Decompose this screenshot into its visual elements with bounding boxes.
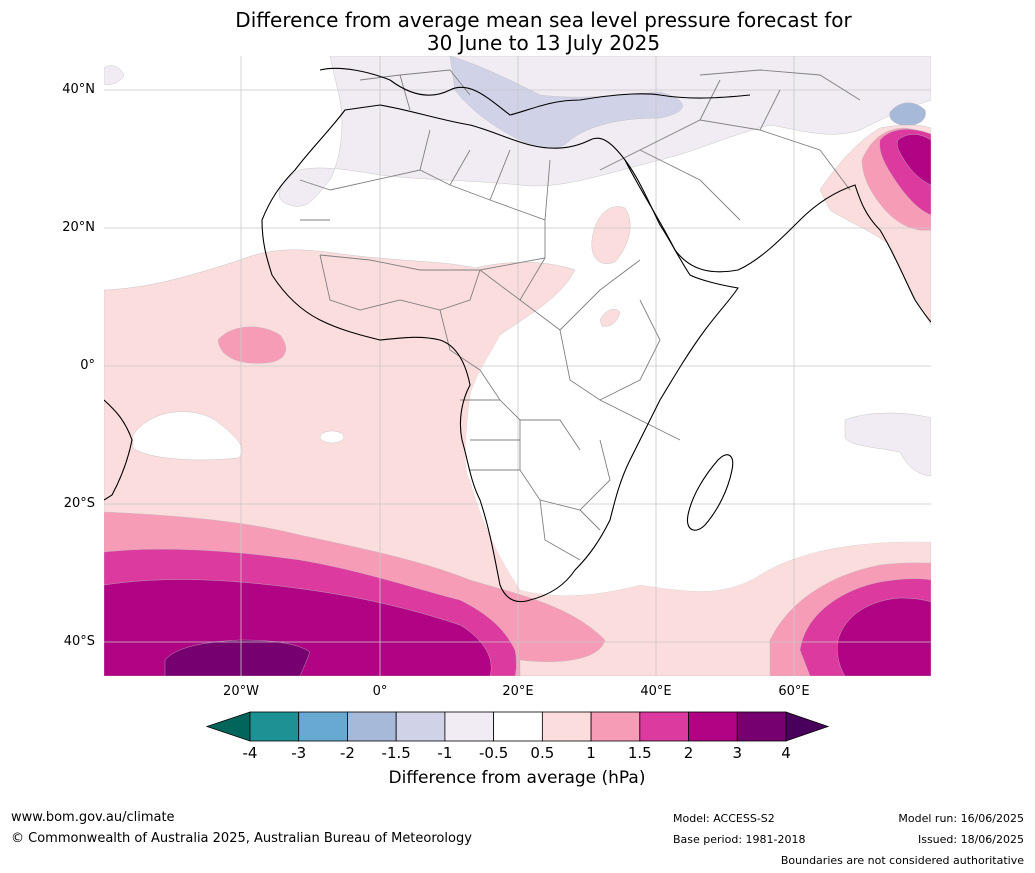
footer-issued: Issued: 18/06/2025 — [917, 833, 1024, 846]
lat-label-20n: 20°N — [62, 220, 95, 235]
anomaly-region-pink-gulf-of-guinea — [217, 326, 287, 364]
anomaly-region-dark-magenta-southeast — [837, 597, 931, 676]
colorbar-swatch — [249, 711, 300, 742]
lat-label-40n: 40°N — [62, 82, 95, 97]
coast-madagascar — [686, 454, 734, 531]
colorbar-swatch — [688, 711, 738, 742]
anomaly-region-pale-pink-arabia — [591, 206, 631, 264]
chart-title: Difference from average mean sea level p… — [0, 9, 1035, 55]
colorbar-tick-label: -3 — [291, 744, 307, 762]
footer-model-run: Model run: 16/06/2025 — [898, 812, 1024, 825]
colorbar-swatch — [395, 711, 446, 742]
anomaly-region-periwinkle-greece — [449, 56, 683, 149]
lat-label-0: 0° — [80, 358, 95, 373]
lon-label-40e: 40°E — [640, 684, 672, 699]
coast-arabia — [624, 159, 931, 323]
colorbar — [205, 711, 830, 742]
footer-copyright: © Commonwealth of Australia 2025, Austra… — [11, 831, 472, 846]
title-line-1: Difference from average mean sea level p… — [235, 8, 852, 32]
colorbar-swatch — [298, 711, 348, 742]
colorbar-tick-label: 1 — [586, 744, 596, 762]
neutral-region-small — [319, 430, 345, 444]
anomaly-region-blue-himalaya — [889, 102, 926, 127]
colorbar-swatch — [590, 711, 641, 742]
colorbar-tick-label: 3 — [732, 744, 743, 762]
lat-label-40s: 40°S — [63, 634, 95, 649]
colorbar-tick-label: -1 — [437, 744, 453, 762]
anomaly-region-purple-south — [164, 639, 311, 676]
footer-url[interactable]: www.bom.gov.au/climate — [11, 810, 175, 825]
coast-europe — [319, 67, 751, 116]
colorbar-swatch — [736, 711, 787, 742]
title-line-2: 30 June to 13 July 2025 — [426, 31, 661, 55]
colorbar-tick-label: 2 — [683, 744, 694, 762]
lon-label-0: 0° — [372, 684, 388, 699]
coastlines — [104, 67, 931, 603]
colorbar-title: Difference from average (hPa) — [388, 768, 646, 788]
footer-disclaimer: Boundaries are not considered authoritat… — [780, 854, 1024, 867]
colorbar-swatch — [493, 711, 543, 742]
graticule — [104, 56, 931, 676]
lon-label-20w: 20°W — [223, 684, 259, 699]
anomaly-region-dark-magenta-india — [897, 134, 931, 186]
colorbar-under-arrow — [205, 711, 251, 742]
colorbar-swatch — [347, 711, 397, 742]
colorbar-tick-label: -1.5 — [381, 744, 411, 762]
anomaly-region-pale-pink-east-africa — [599, 309, 621, 327]
colorbar-tick-label: -4 — [242, 744, 258, 762]
colorbar-over-arrow — [785, 711, 830, 742]
colorbar-tick-label: 1.5 — [627, 744, 652, 762]
neutral-region-indian-ocean — [465, 330, 931, 596]
country-borders — [299, 69, 861, 561]
colorbar-tick-label: -2 — [339, 744, 355, 762]
coast-africa — [261, 104, 739, 603]
anomaly-region-lavender-indian-ocean — [844, 412, 931, 477]
colorbar-tick-label: 0.5 — [530, 744, 555, 762]
coast-brazil — [104, 399, 133, 501]
lon-label-20e: 20°E — [502, 684, 534, 699]
footer-base-period: Base period: 1981-2018 — [673, 833, 806, 846]
colorbar-swatch — [541, 711, 592, 742]
colorbar-tick-label: 4 — [781, 744, 791, 762]
footer-model: Model: ACCESS-S2 — [673, 812, 775, 825]
lon-label-60e: 60°E — [778, 684, 810, 699]
lat-label-20s: 20°S — [63, 496, 95, 511]
anomaly-region-lavender-iberia — [104, 65, 125, 85]
colorbar-tick-label: -0.5 — [478, 744, 509, 762]
colorbar-swatch — [639, 711, 689, 742]
colorbar-swatch — [444, 711, 495, 742]
